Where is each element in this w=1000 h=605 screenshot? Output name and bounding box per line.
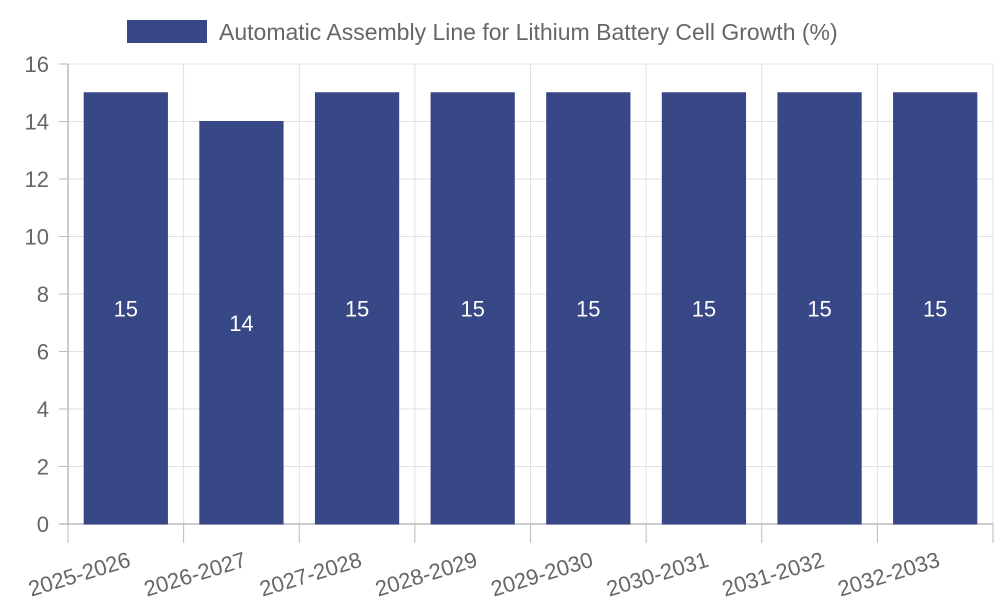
bar	[314, 92, 400, 525]
bar	[430, 92, 515, 525]
legend: Automatic Assembly Line for Lithium Batt…	[127, 19, 838, 45]
x-tick-label: 2028-2029	[372, 547, 480, 600]
x-tick-label: 2030-2031	[603, 547, 711, 600]
x-tick-label: 2027-2028	[257, 547, 365, 600]
bars	[83, 92, 978, 525]
y-tick-label: 10	[25, 225, 49, 250]
y-tick-label: 6	[37, 340, 49, 365]
bar-value-label: 14	[229, 311, 253, 336]
y-tick-label: 0	[37, 512, 49, 537]
y-tick-label: 2	[37, 455, 49, 480]
bar-value-label: 15	[923, 296, 947, 321]
bar	[83, 92, 168, 525]
bar	[661, 92, 747, 525]
bar	[546, 92, 631, 525]
x-tick-label: 2029-2030	[488, 547, 596, 600]
y-tick-label: 14	[25, 110, 49, 135]
x-tick-label: 2026-2027	[141, 547, 249, 600]
y-tick-label: 8	[37, 282, 49, 307]
y-tick-label: 16	[25, 52, 49, 77]
data-labels: 15 14 15 15 15 15 15 15	[114, 296, 948, 335]
bar-value-label: 15	[114, 296, 138, 321]
bar-value-label: 15	[576, 296, 600, 321]
bar	[777, 92, 862, 525]
bar-value-label: 15	[460, 296, 484, 321]
y-tick-label: 4	[37, 397, 49, 422]
bar-value-label: 15	[807, 296, 831, 321]
x-tick-label: 2032-2033	[835, 547, 943, 600]
y-axis-ticks: 0 2 4 6 8 10 12 14 16	[25, 52, 49, 537]
bar	[893, 92, 978, 525]
bar	[199, 121, 284, 525]
x-axis-ticks: 2025-2026 2026-2027 2027-2028 2028-2029 2029…	[25, 547, 943, 602]
x-tick-label: 2031-2032	[719, 547, 827, 600]
legend-swatch	[127, 20, 207, 43]
bar-value-label: 15	[345, 296, 369, 321]
bar-value-label: 15	[692, 296, 716, 321]
legend-label: Automatic Assembly Line for Lithium Batt…	[219, 19, 838, 45]
x-tick-label: 2025-2026	[25, 547, 133, 600]
y-tick-label: 12	[25, 167, 49, 192]
